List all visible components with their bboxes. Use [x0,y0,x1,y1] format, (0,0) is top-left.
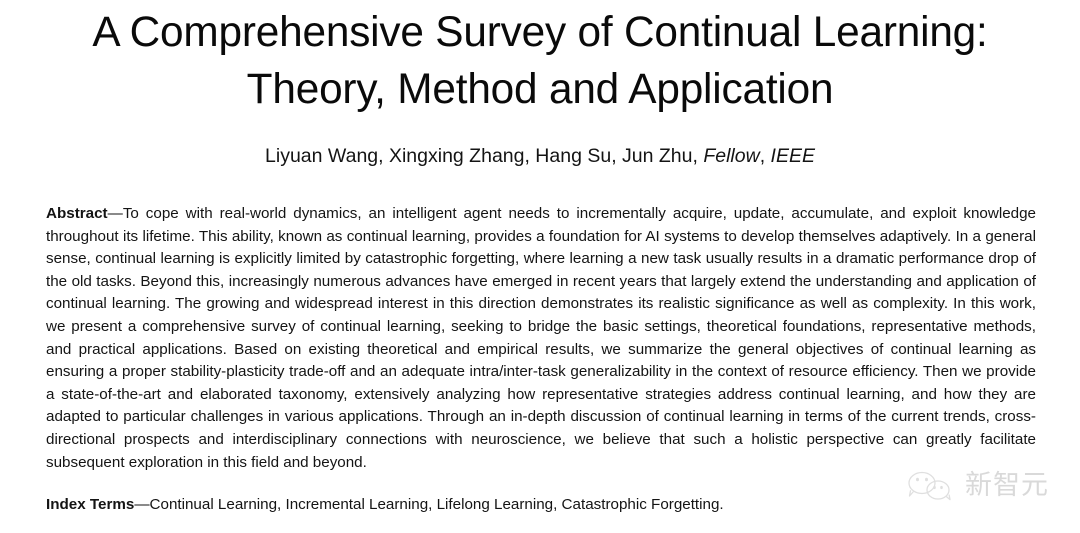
index-terms-paragraph: Index Terms—Continual Learning, Incremen… [46,494,1036,517]
author-separator: , [759,145,771,167]
abstract-paragraph: Abstract—To cope with real-world dynamic… [46,203,1036,474]
author-list: Liyuan Wang, Xingxing Zhang, Hang Su, Ju… [0,143,1080,169]
author-names: Liyuan Wang, Xingxing Zhang, Hang Su, Ju… [265,145,704,167]
abstract-dash: — [107,205,123,222]
title-line-2: Theory, Method and Application [246,65,834,113]
title-line-1: A Comprehensive Survey of Continual Lear… [92,8,988,56]
author-grade: Fellow [703,145,760,167]
author-society: IEEE [770,145,815,167]
paper-body: Abstract—To cope with real-world dynamic… [46,203,1036,532]
page-title: A Comprehensive Survey of Continual Lear… [0,4,1080,118]
index-terms-label: Index Terms [46,496,135,514]
index-terms-text: Continual Learning, Incremental Learning… [149,496,724,514]
abstract-label: Abstract [46,205,108,222]
abstract-text: To cope with real-world dynamics, an int… [46,205,1036,471]
index-terms-dash: — [134,496,150,514]
